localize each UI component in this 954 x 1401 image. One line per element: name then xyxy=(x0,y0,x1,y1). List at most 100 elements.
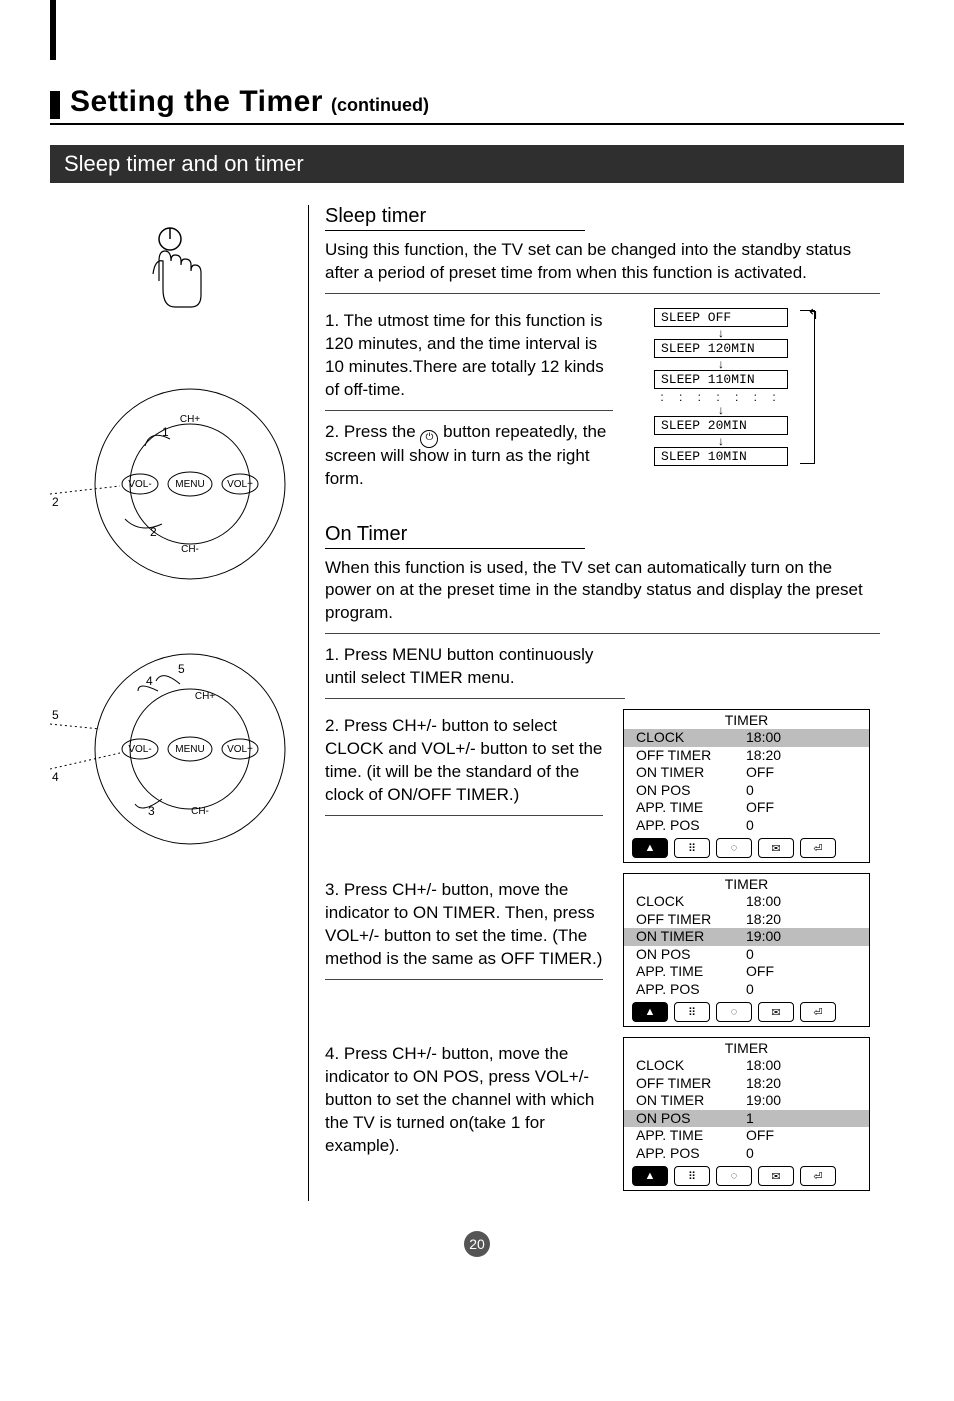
sleep-timer-heading: Sleep timer xyxy=(325,205,585,231)
timer-row: ON POS0 xyxy=(624,782,869,800)
menu-mode-icon: ⏎ xyxy=(800,1166,836,1186)
timer-panel-icons: ▲⠿◌✉⏎ xyxy=(624,836,869,862)
svg-text:VOL+: VOL+ xyxy=(227,744,253,755)
sleep-state: SLEEP 120MIN xyxy=(654,339,788,358)
svg-text:CH-: CH- xyxy=(181,544,199,555)
menu-mode-icon: ⠿ xyxy=(674,1166,710,1186)
sleep-timer-intro: Using this function, the TV set can be c… xyxy=(325,239,880,294)
timer-row-label: ON POS xyxy=(636,1110,746,1128)
timer-row: APP. TIMEOFF xyxy=(624,1127,869,1145)
timer-row-label: ON TIMER xyxy=(636,928,746,946)
timer-row-value: OFF xyxy=(746,799,774,817)
sleep-button-illustration xyxy=(125,219,215,324)
timer-row-value: 0 xyxy=(746,1145,754,1163)
page-title-sub: (continued) xyxy=(331,95,429,116)
timer-row-label: OFF TIMER xyxy=(636,747,746,765)
timer-row: CLOCK18:00 xyxy=(624,1057,869,1075)
menu-mode-icon: ✉ xyxy=(758,1002,794,1022)
timer-row: CLOCK18:00 xyxy=(624,729,869,747)
svg-text:CH+: CH+ xyxy=(195,691,215,702)
timer-row-value: 19:00 xyxy=(746,1092,781,1110)
timer-panel-2: TIMERCLOCK18:00OFF TIMER18:20ON TIMER19:… xyxy=(623,873,870,1027)
svg-text:VOL-: VOL- xyxy=(128,744,151,755)
menu-mode-icon: ⠿ xyxy=(674,1002,710,1022)
on-timer-step-2: 2. Press CH+/- button to select CLOCK an… xyxy=(325,715,603,816)
sleep-step-2: 2. Press the ⏻ button repeatedly, the sc… xyxy=(325,421,613,499)
timer-row-label: OFF TIMER xyxy=(636,1075,746,1093)
sleep-step-1: 1. The utmost time for this function is … xyxy=(325,310,613,411)
timer-row: OFF TIMER18:20 xyxy=(624,1075,869,1093)
timer-row-label: APP. POS xyxy=(636,817,746,835)
svg-text:5: 5 xyxy=(178,662,185,676)
page-number: 20 xyxy=(464,1231,490,1257)
svg-text:3: 3 xyxy=(148,804,155,818)
menu-mode-icon: ⏎ xyxy=(800,838,836,858)
timer-panel-title: TIMER xyxy=(624,1038,869,1057)
timer-row-value: 1 xyxy=(746,1110,754,1128)
timer-row-label: APP. TIME xyxy=(636,799,746,817)
menu-mode-icon: ✉ xyxy=(758,1166,794,1186)
timer-row: ON TIMER19:00 xyxy=(624,928,869,946)
on-timer-step-1: 1. Press MENU button continuously until … xyxy=(325,644,625,699)
menu-mode-icon: ◌ xyxy=(716,1166,752,1186)
timer-row-value: 18:00 xyxy=(746,729,781,747)
timer-row: APP. POS0 xyxy=(624,981,869,999)
timer-row-label: ON TIMER xyxy=(636,764,746,782)
timer-row-label: OFF TIMER xyxy=(636,911,746,929)
page-title: Setting the Timer xyxy=(70,85,323,119)
timer-row-value: 0 xyxy=(746,946,754,964)
section-heading: Sleep timer and on timer xyxy=(50,145,904,183)
menu-mode-icon: ▲ xyxy=(632,1002,668,1022)
timer-row: APP. POS0 xyxy=(624,1145,869,1163)
timer-row-label: CLOCK xyxy=(636,729,746,747)
svg-text:CH-: CH- xyxy=(191,806,209,817)
timer-panel-1: TIMERCLOCK18:00OFF TIMER18:20ON TIMEROFF… xyxy=(623,709,870,863)
timer-row-label: APP. TIME xyxy=(636,1127,746,1145)
timer-row-value: OFF xyxy=(746,1127,774,1145)
svg-text:2: 2 xyxy=(52,495,59,509)
timer-row-value: 0 xyxy=(746,981,754,999)
timer-row: APP. TIMEOFF xyxy=(624,799,869,817)
svg-text:2: 2 xyxy=(150,525,157,539)
timer-panel-icons: ▲⠿◌✉⏎ xyxy=(624,1000,869,1026)
menu-mode-icon: ▲ xyxy=(632,1166,668,1186)
svg-text:4: 4 xyxy=(52,770,59,784)
svg-text:MENU: MENU xyxy=(175,744,204,755)
menu-mode-icon: ✉ xyxy=(758,838,794,858)
svg-text:5: 5 xyxy=(52,708,59,722)
timer-row-value: 18:20 xyxy=(746,747,781,765)
sleep-state: SLEEP 20MIN xyxy=(654,416,788,435)
timer-row: OFF TIMER18:20 xyxy=(624,747,869,765)
timer-panel-title: TIMER xyxy=(624,874,869,893)
timer-row-value: 0 xyxy=(746,817,754,835)
timer-panel-title: TIMER xyxy=(624,710,869,729)
svg-text:1: 1 xyxy=(162,425,169,439)
timer-row: CLOCK18:00 xyxy=(624,893,869,911)
header-accent-bar xyxy=(50,0,56,60)
sleep-state: SLEEP 10MIN xyxy=(654,447,788,466)
timer-row-value: 0 xyxy=(746,782,754,800)
on-timer-heading: On Timer xyxy=(325,523,585,549)
timer-row-value: 19:00 xyxy=(746,928,781,946)
timer-row: ON TIMEROFF xyxy=(624,764,869,782)
timer-panel-3: TIMERCLOCK18:00OFF TIMER18:20ON TIMER19:… xyxy=(623,1037,870,1191)
svg-text:VOL+: VOL+ xyxy=(227,479,253,490)
remote-diagram-top: MENU VOL- VOL+ CH+ CH- 1 2 2 xyxy=(50,374,290,599)
timer-row-label: APP. POS xyxy=(636,981,746,999)
timer-panel-icons: ▲ ⠿ ◌ ✉ ⏎ xyxy=(624,1164,869,1190)
timer-row-label: ON TIMER xyxy=(636,1092,746,1110)
menu-mode-icon: ⏎ xyxy=(800,1002,836,1022)
timer-row-label: APP. POS xyxy=(636,1145,746,1163)
timer-row-label: CLOCK xyxy=(636,893,746,911)
timer-row-value: 18:00 xyxy=(746,893,781,911)
timer-row: APP. POS0 xyxy=(624,817,869,835)
timer-row: ON POS0 xyxy=(624,946,869,964)
menu-mode-icon: ▲ xyxy=(632,838,668,858)
power-icon: ⏻ xyxy=(420,430,438,448)
title-marker xyxy=(50,91,60,119)
svg-text:VOL-: VOL- xyxy=(128,479,151,490)
svg-text:4: 4 xyxy=(146,674,153,688)
svg-text:CH+: CH+ xyxy=(180,414,200,425)
timer-row: ON TIMER19:00 xyxy=(624,1092,869,1110)
menu-mode-icon: ◌ xyxy=(716,838,752,858)
